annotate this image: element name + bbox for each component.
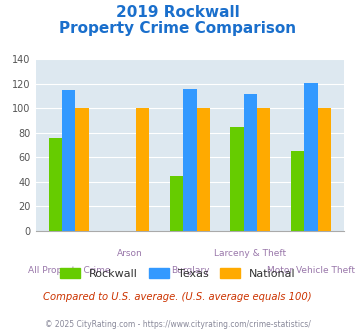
Bar: [76, 109, 89, 231]
Bar: [257, 109, 271, 231]
Text: All Property Crime: All Property Crime: [28, 266, 110, 275]
Bar: [244, 94, 257, 231]
Text: Property Crime Comparison: Property Crime Comparison: [59, 21, 296, 36]
Bar: [49, 138, 62, 231]
Text: 2019 Rockwall: 2019 Rockwall: [116, 5, 239, 20]
Text: Burglary: Burglary: [171, 266, 209, 275]
Bar: [291, 151, 304, 231]
Bar: [197, 109, 210, 231]
Text: Arson: Arson: [116, 249, 142, 258]
Bar: [170, 176, 183, 231]
Text: Larceny & Theft: Larceny & Theft: [214, 249, 286, 258]
Text: Motor Vehicle Theft: Motor Vehicle Theft: [267, 266, 355, 275]
Bar: [183, 89, 197, 231]
Text: Compared to U.S. average. (U.S. average equals 100): Compared to U.S. average. (U.S. average …: [43, 292, 312, 302]
Text: © 2025 CityRating.com - https://www.cityrating.com/crime-statistics/: © 2025 CityRating.com - https://www.city…: [45, 320, 310, 329]
Bar: [230, 127, 244, 231]
Bar: [304, 83, 318, 231]
Bar: [62, 90, 76, 231]
Bar: [136, 109, 149, 231]
Bar: [318, 109, 331, 231]
Legend: Rockwall, Texas, National: Rockwall, Texas, National: [60, 268, 295, 279]
